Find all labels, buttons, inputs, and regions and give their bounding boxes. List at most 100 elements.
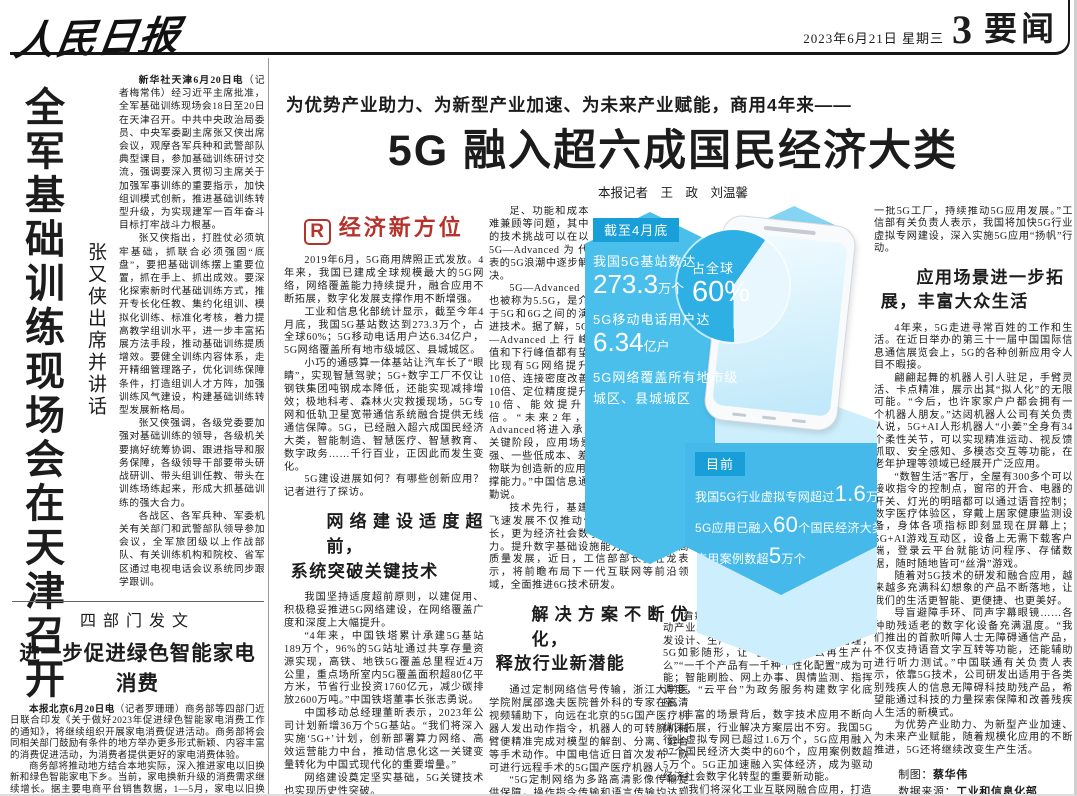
paragraph: 2019年6月，5G商用牌照正式发放。4年来，我国已建成全球规模最大的5G网络，… — [284, 255, 484, 305]
paragraph: 工业和信息化部统计显示，截至今年4月底，我国5G基站数达到273.3万个，占全球… — [284, 306, 484, 357]
paragraph: 小巧的通感算一体基站让汽车长了“眼睛”，实现智慧驾驶；5G+数字工厂不仅让钢铁集… — [284, 358, 484, 473]
paragraph-text: （记者梅常伟）经习近平主席批准，全军基础训练现场会18日至20日在天津召开。中共… — [119, 75, 265, 232]
dateline: 新华社天津6月20日电 — [138, 75, 244, 86]
vertical-divider — [268, 58, 269, 794]
page-header: 3 要闻 — [952, 2, 1058, 53]
pie-value-text: 60% — [692, 276, 751, 308]
credit-line: 制图：蔡华伟 — [898, 767, 1073, 784]
stat-unit: 万个 — [866, 490, 891, 504]
pie-chart-label: 占全球 60% — [692, 258, 750, 307]
section-heading-line1: 解决方案不断优化， — [531, 605, 689, 649]
stat-unit: 万个 — [658, 281, 685, 296]
section-heading-line2: 系统突破关键技术 — [290, 561, 439, 581]
r-logo-icon: R — [304, 219, 331, 245]
stats-tag: 目前 — [695, 452, 746, 476]
paragraph: “我们将深化工业互联网融合应用，打造 — [683, 784, 872, 796]
paragraph: 各战区、各军兵种、军委机关有关部门和武警部队领导参加会议，全军旅团级以上作战部队… — [119, 510, 265, 588]
stat-number: 6.34 — [593, 326, 644, 357]
column-logo-label: 经济新方位 — [338, 215, 464, 240]
phone-port — [732, 412, 747, 417]
main-article-headline: 5G 融入超六成国民经济大类 — [387, 127, 959, 175]
paragraph: “4年来，中国铁塔累计承建5G基站189万个，96%的5G站址通过共享存量资源实… — [284, 630, 484, 707]
main-article-column-4: 一批5G工厂，持续推动5G应用发展。”工信部有关负责人表示，我国将加快5G行业虚… — [874, 206, 1073, 796]
stats-tag: 截至4月底 — [593, 218, 680, 242]
green-article: 四部门发文 进一步促进绿色智能家电消费 本报北京6月20日电（记者罗珊珊）商务部… — [10, 607, 265, 795]
paragraph: “数智生活”客厅，全屋有300多个可以接收指令的控制点，窗帘的开合、电器的开关、… — [874, 471, 1073, 570]
section-heading-line2: 展，丰富大众生活 — [880, 292, 1029, 312]
page-section-label: 要闻 — [984, 10, 1058, 47]
pie-label-text: 占全球 — [692, 261, 735, 276]
phone-port — [791, 418, 806, 424]
column-logo: R 经济新方位 — [284, 210, 484, 245]
stat-number: 273.3 — [593, 269, 659, 299]
paragraph: 丰富的场景背后，数字技术应用不断向纵深拓展，行业解决方案层出不穷。我国5G行业虚… — [663, 710, 873, 784]
paragraph: 中国移动总经理董昕表示，2023年公司计划新增36万个5G基站。“我们将深入实施… — [284, 708, 484, 771]
credit-line: 数据来源：工业和信息化部 — [898, 784, 1073, 796]
section-heading: 解决方案不断优化， 释放行业新潜能 — [489, 603, 689, 677]
stat-label: 城区、县城城区 — [593, 390, 692, 406]
green-article-headline: 进一步促进绿色智能家电消费 — [19, 642, 256, 695]
stat-unit: 个国民经济大类 — [798, 521, 885, 535]
stat-number: 60 — [773, 512, 799, 537]
stats-block: 截至4月底 我国5G基站数达 273.3万个 5G移动电话用户达 6.34亿户 … — [593, 218, 745, 407]
stat-text: 我国5G行业虚拟专网超过 — [695, 490, 835, 504]
stat-value: 273.3万个 — [593, 269, 745, 300]
paragraph: 导盲避障手环、同声字幕眼镜……各种助残适老的数字化设备充满温度。“我们推出的首款… — [874, 608, 1073, 719]
stat-line: 5G应用已融入60个国民经济大类 — [695, 512, 877, 538]
stat-unit: 亿户 — [643, 338, 670, 354]
paragraph: 足、功能和成本难兼顾等问题，其中的技术挑战可以在以5G—Advanced为代表的… — [489, 206, 589, 282]
dateline: 本报北京6月20日电 — [29, 705, 115, 715]
paragraph: 通过定制网络信号传输，浙江大学医学院附属邵逸夫医院普外科的专家在高清视频辅助下，… — [489, 685, 689, 774]
main-article-column-1: R 经济新方位 2019年6月，5G商用牌照正式发放。4年来，我国已建成全球规模… — [284, 206, 484, 796]
page-number: 3 — [952, 7, 972, 52]
paragraph: “5G定制网络为多路高清影像传输提供保障，操作指令传输和语言传输均达到毫秒级水平… — [489, 775, 689, 796]
stat-line: 我国5G行业虚拟专网超过1.6万个 — [695, 481, 877, 507]
main-article-column-2: 足、功能和成本难兼顾等问题，其中的技术挑战可以在以5G—Advanced为代表的… — [489, 206, 689, 796]
section-heading: 网络建设适度超前， 系统突破关键技术 — [284, 510, 484, 584]
global-share-pie-chart: 占全球 60% — [677, 230, 789, 342]
stat-label: 5G移动电话用户达 — [593, 311, 711, 327]
paragraph: 一批5G工厂，持续推动5G应用发展。”工信部有关负责人表示，我国将加快5G行业虚… — [874, 206, 1073, 255]
left-article-body: 新华社天津6月20日电（记者梅常伟）经习近平主席批准，全军基础训练现场会18日至… — [119, 74, 265, 600]
paragraph: 新华社天津6月20日电（记者梅常伟）经习近平主席批准，全军基础训练现场会18日至… — [119, 74, 265, 232]
stat-label: 我国5G基站数达 — [593, 254, 697, 269]
stat-text: 5G应用已融入 — [695, 521, 774, 535]
horizontal-divider — [12, 601, 264, 602]
paragraph: 5G建设进展如何？有哪些创新应用？记者进行了探访。 — [284, 474, 484, 499]
paragraph: 为优势产业助力、为新型产业加速、为未来产业赋能，随着规模化应用的不断推进，5G还… — [874, 719, 1073, 756]
stat-label: 5G网络覆盖所有地市级 — [593, 369, 739, 385]
paragraph: 商务部将推动地方结合本地实际，深入推进家电以旧换新和绿色智能家电下乡。当前，家电… — [10, 762, 265, 795]
section-heading-line2: 释放行业新潜能 — [495, 654, 626, 674]
section-heading-line1: 应用场景进一步拓 — [916, 267, 1065, 287]
paragraph: 网络建设奠定坚实基础，5G关键技术也实现历史性突破。 — [284, 772, 484, 796]
paragraph: 4年来，5G走进寻常百姓的工作和生活。在近日举办的第三十一届中国国际信息通信展览… — [874, 322, 1073, 372]
paragraph: 张又侠指出，打胜仗必须筑牢基础，抓联合必须强固“底盘”，要把基础训练摆上重要位置… — [119, 233, 265, 417]
stat-unit: 万个 — [781, 552, 806, 566]
green-article-body: 本报北京6月20日电（记者罗珊珊）商务部等四部门近日联合印发《关于做好2023年… — [10, 705, 265, 795]
stat-number: 5 — [768, 543, 782, 568]
section-heading: 应用场景进一步拓 展，丰富大众生活 — [874, 266, 1073, 315]
paragraph: 张又侠强调，各级党委要加强对基础训练的领导，各级机关要搞好统筹协调、跟进指导和服… — [119, 418, 265, 509]
green-article-kicker: 四部门发文 — [79, 613, 195, 630]
masthead-date: 2023年6月21日 星期三 — [803, 31, 944, 46]
main-article-byline: 本报记者 王 政 刘温馨 — [597, 186, 748, 200]
masthead-rule — [10, 0, 1070, 55]
phone-speaker — [763, 225, 816, 236]
article-credits: 制图：蔡华伟 数据来源：工业和信息化部 — [874, 767, 1073, 796]
credit-label: 制图： — [898, 769, 933, 782]
paragraph: 随着对5G技术的研发和融合应用，越来越多充满科幻想象的产品不断落地，让我们的生活… — [874, 571, 1073, 607]
paragraph-text: （记者罗珊珊）商务部等四部门近日联合印发《关于做好2023年促进绿色智能家电消费… — [10, 705, 265, 761]
stat-value: 6.34亿户 — [593, 326, 745, 358]
credit-name: 蔡华伟 — [933, 769, 968, 782]
paragraph: 我国坚持适度超前原则，以建促用、积极稳妥推进5G网络建设，在网络覆盖广度和深度上… — [284, 592, 484, 629]
phone-port — [761, 415, 777, 421]
main-article-kicker: 为优势产业助力、为新型产业加速、为未来产业赋能，商用4年来—— — [286, 95, 852, 115]
credit-label: 数据来源： — [898, 786, 957, 796]
paragraph: 翩翩起舞的机器人引人驻足，手臂灵活、卡点精准，展示出其“拟人化”的无限可能。“今… — [874, 372, 1073, 471]
stat-number: 1.6 — [834, 481, 867, 506]
5g-infographic: 占全球 60% 截至4月底 我国5G基站数达 273.3万个 5G移动电话用户达… — [585, 206, 877, 668]
paragraph: 本报北京6月20日电（记者罗珊珊）商务部等四部门近日联合印发《关于做好2023年… — [10, 705, 265, 762]
section-heading-line1: 网络建设适度超前， — [326, 512, 484, 556]
credit-name: 工业和信息化部 — [956, 786, 1038, 796]
